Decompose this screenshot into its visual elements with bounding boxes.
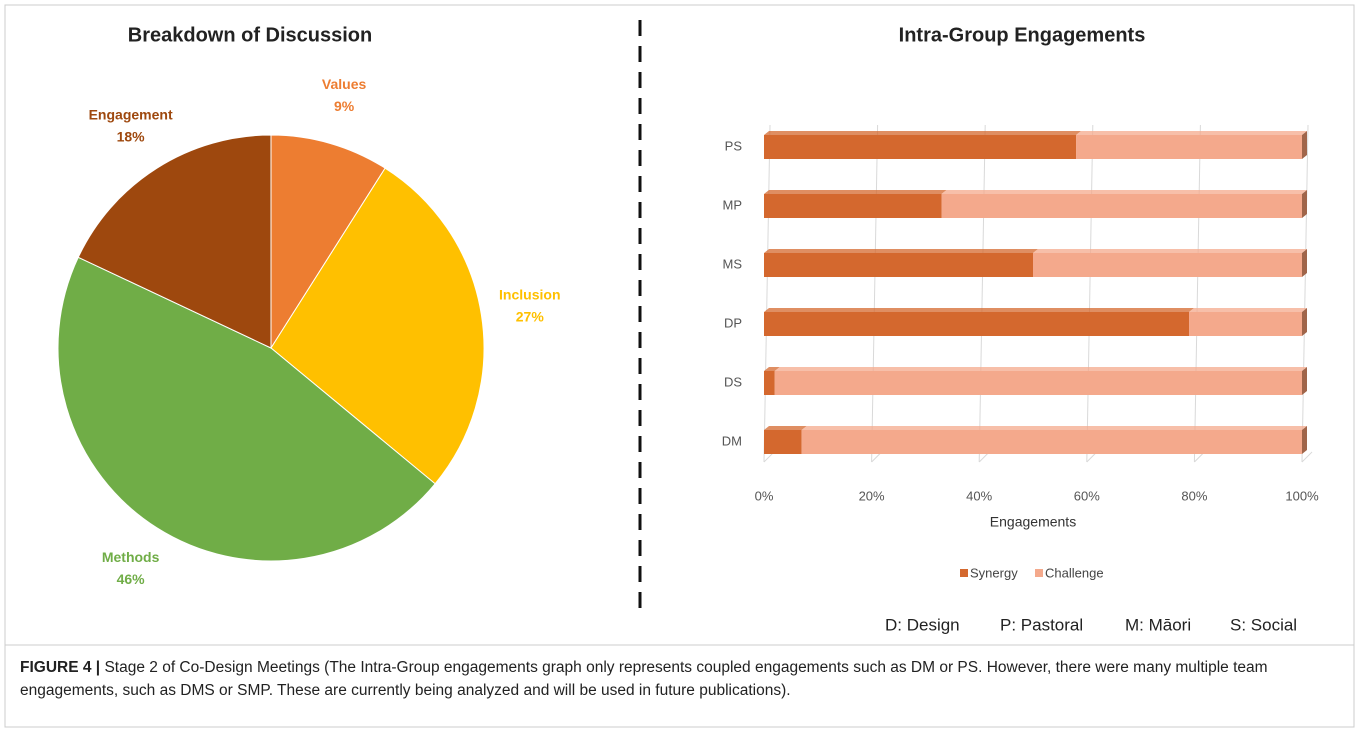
legend-label: Synergy xyxy=(970,565,1018,580)
slice-name: Values xyxy=(322,76,367,92)
bar-side xyxy=(1302,426,1307,454)
bar xyxy=(764,312,1190,336)
caption-text: Stage 2 of Co-Design Meetings (The Intra… xyxy=(20,659,1268,699)
bar xyxy=(1076,135,1302,159)
bar-top xyxy=(801,426,1307,430)
caption: FIGURE 4 | Stage 2 of Co-Design Meetings… xyxy=(20,656,1340,702)
frame xyxy=(4,4,1355,728)
x-tick-label: 40% xyxy=(966,488,992,503)
key-item: S: Social xyxy=(1230,615,1297,634)
y-tick-label: DM xyxy=(722,433,742,448)
bar-top xyxy=(764,249,1038,253)
slice-name: Engagement xyxy=(89,106,173,122)
pie-slice xyxy=(270,167,485,485)
slice-label: 18% xyxy=(117,128,146,144)
bar xyxy=(801,430,1302,454)
bar xyxy=(1189,312,1302,336)
x-tick-label: 100% xyxy=(1285,488,1319,503)
bar xyxy=(1033,253,1302,277)
key-item: M: Māori xyxy=(1125,615,1191,634)
slice-label: 46% xyxy=(117,571,146,587)
bar-top xyxy=(1189,308,1307,312)
floor-line xyxy=(1301,451,1313,463)
slice-label: 27% xyxy=(516,309,545,325)
x-tick-label: 0% xyxy=(755,488,774,503)
bar-top xyxy=(1033,249,1307,253)
grid-line xyxy=(763,124,771,463)
bar-top xyxy=(764,367,780,371)
bar-side xyxy=(1302,308,1307,336)
key-item: D: Design xyxy=(885,615,960,634)
bar-side xyxy=(1302,367,1307,395)
pie-slice xyxy=(77,134,272,349)
grid-line xyxy=(871,124,879,463)
bar xyxy=(764,135,1077,159)
bar-side xyxy=(1302,190,1307,218)
bar xyxy=(764,253,1033,277)
y-tick-label: MP xyxy=(723,197,743,212)
x-tick-label: 80% xyxy=(1181,488,1207,503)
bar xyxy=(941,194,1302,218)
bar-top xyxy=(764,190,947,194)
grid-line xyxy=(1086,124,1094,463)
bar-top xyxy=(1076,131,1307,135)
bar-title: Intra-Group Engagements xyxy=(899,24,1146,46)
bar xyxy=(764,194,942,218)
key-item: P: Pastoral xyxy=(1000,615,1083,634)
bar xyxy=(764,430,802,454)
x-tick-label: 20% xyxy=(859,488,885,503)
bar-top xyxy=(764,426,807,430)
bar-side xyxy=(1302,249,1307,277)
bar-side xyxy=(1302,131,1307,159)
bar xyxy=(774,371,1302,395)
bar xyxy=(764,371,775,395)
y-tick-label: PS xyxy=(725,138,743,153)
slice-name: Inclusion xyxy=(499,287,560,303)
y-tick-label: MS xyxy=(723,256,743,271)
pie-slice xyxy=(57,256,436,562)
bar-top xyxy=(941,190,1307,194)
pie-title: Breakdown of Discussion xyxy=(128,24,373,46)
grid-line xyxy=(1193,124,1201,463)
slice-label: 9% xyxy=(334,98,355,114)
bar-top xyxy=(764,308,1195,312)
slice-name: Methods xyxy=(102,549,160,565)
x-tick-label: 60% xyxy=(1074,488,1100,503)
legend-swatch xyxy=(1035,569,1043,577)
caption-label: FIGURE 4 | xyxy=(20,659,101,676)
x-axis-title: Engagements xyxy=(990,514,1076,530)
grid-line xyxy=(978,124,986,463)
y-tick-label: DS xyxy=(724,374,742,389)
pie-slice xyxy=(270,134,386,350)
legend-label: Challenge xyxy=(1045,565,1104,580)
bar-top xyxy=(774,367,1307,371)
bar-top xyxy=(764,131,1082,135)
y-tick-label: DP xyxy=(724,315,742,330)
legend-swatch xyxy=(960,569,968,577)
grid-line xyxy=(1301,124,1309,463)
